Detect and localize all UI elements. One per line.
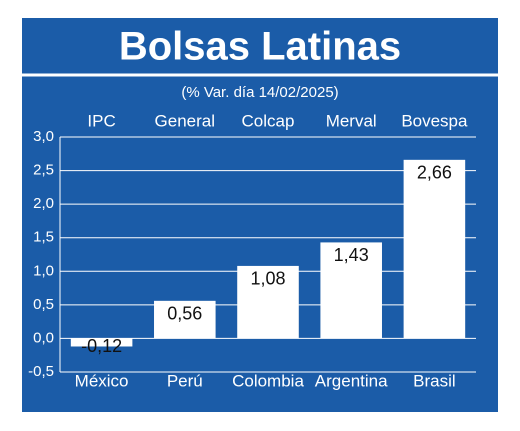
y-tick-label: 1,5 [33, 229, 54, 246]
y-tick-label: 2,0 [33, 195, 54, 212]
chart-title: Bolsas Latinas [119, 25, 401, 69]
x-tick-label: Perú [167, 371, 203, 390]
y-tick-label: 0,5 [33, 296, 54, 313]
y-tick-label: 2,5 [33, 162, 54, 179]
index-label: General [155, 111, 215, 130]
value-label: 1,43 [334, 245, 369, 265]
value-label: 0,56 [167, 304, 202, 324]
bar [70, 338, 133, 347]
bar [403, 159, 466, 339]
bar [320, 242, 382, 339]
value-label: 2,66 [417, 163, 452, 183]
index-label: IPC [87, 111, 115, 130]
index-label: Bovespa [401, 111, 468, 130]
bar [154, 300, 216, 339]
chart-subtitle: (% Var. día 14/02/2025) [181, 84, 338, 101]
value-label: 1,08 [250, 269, 285, 289]
y-tick-label: 3,0 [33, 128, 54, 145]
x-tick-label: Argentina [315, 371, 388, 390]
x-tick-label: Colombia [232, 371, 304, 390]
y-tick-label: 1,0 [33, 262, 54, 279]
value-label: -0,12 [81, 336, 122, 356]
x-tick-label: México [75, 371, 129, 390]
y-tick-label: 0,0 [33, 329, 54, 346]
y-tick-label: -0,5 [28, 363, 54, 380]
x-tick-label: Brasil [413, 371, 456, 390]
index-label: Colcap [242, 111, 295, 130]
bar [237, 265, 299, 339]
index-label: Merval [326, 111, 377, 130]
